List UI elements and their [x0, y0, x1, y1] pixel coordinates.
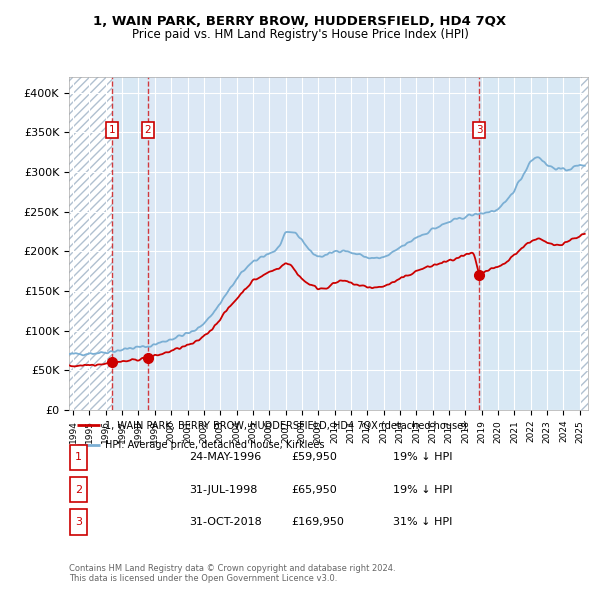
- Text: Contains HM Land Registry data © Crown copyright and database right 2024.
This d: Contains HM Land Registry data © Crown c…: [69, 563, 395, 583]
- Bar: [112, 77, 148, 410]
- Text: 31% ↓ HPI: 31% ↓ HPI: [393, 517, 452, 527]
- Text: 1: 1: [109, 125, 115, 135]
- Bar: [580, 77, 588, 410]
- Text: 24-MAY-1996: 24-MAY-1996: [189, 453, 261, 462]
- Text: £65,950: £65,950: [291, 485, 337, 494]
- Text: 19% ↓ HPI: 19% ↓ HPI: [393, 453, 452, 462]
- Text: 19% ↓ HPI: 19% ↓ HPI: [393, 485, 452, 494]
- Text: HPI: Average price, detached house, Kirklees: HPI: Average price, detached house, Kirk…: [106, 441, 325, 451]
- Text: 2: 2: [75, 485, 82, 494]
- Text: £169,950: £169,950: [291, 517, 344, 527]
- Text: 3: 3: [75, 517, 82, 527]
- Text: 3: 3: [476, 125, 482, 135]
- Text: 31-JUL-1998: 31-JUL-1998: [189, 485, 257, 494]
- Bar: [479, 77, 588, 410]
- Bar: [69, 77, 112, 410]
- Text: 1, WAIN PARK, BERRY BROW, HUDDERSFIELD, HD4 7QX (detached house): 1, WAIN PARK, BERRY BROW, HUDDERSFIELD, …: [106, 421, 467, 431]
- Text: 1, WAIN PARK, BERRY BROW, HUDDERSFIELD, HD4 7QX: 1, WAIN PARK, BERRY BROW, HUDDERSFIELD, …: [94, 15, 506, 28]
- FancyBboxPatch shape: [70, 509, 87, 535]
- FancyBboxPatch shape: [70, 444, 87, 470]
- Text: £59,950: £59,950: [291, 453, 337, 462]
- Text: 1: 1: [75, 453, 82, 462]
- Text: 2: 2: [145, 125, 151, 135]
- FancyBboxPatch shape: [70, 477, 87, 503]
- Text: 31-OCT-2018: 31-OCT-2018: [189, 517, 262, 527]
- Text: Price paid vs. HM Land Registry's House Price Index (HPI): Price paid vs. HM Land Registry's House …: [131, 28, 469, 41]
